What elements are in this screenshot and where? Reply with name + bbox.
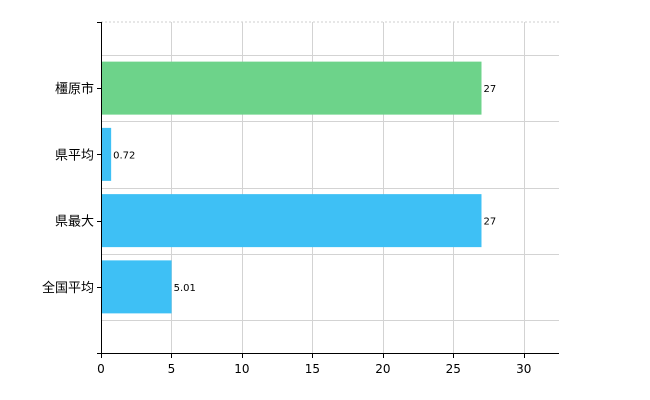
x-tick-label: 25	[446, 362, 461, 376]
x-tick-label: 15	[305, 362, 320, 376]
category-label: 橿原市	[55, 81, 94, 97]
category-label: 県平均	[55, 148, 94, 163]
bars	[101, 61, 482, 314]
x-tick-label: 0	[97, 362, 105, 376]
bar	[101, 194, 482, 248]
x-tick-label: 30	[516, 362, 531, 376]
x-tick-label: 5	[168, 362, 176, 376]
data-label: 27	[483, 84, 496, 95]
axes	[97, 22, 559, 358]
bar	[101, 260, 172, 314]
x-tick-label: 10	[234, 362, 249, 376]
data-label: 0.72	[113, 150, 135, 161]
category-label: 全国平均	[42, 280, 94, 296]
labels: 27 橿原市 0.72 県平均 27 県最大 5.01 全国平均 0 5 10 15 20 25 30	[42, 81, 531, 376]
x-tick-label: 20	[375, 362, 390, 376]
data-label: 5.01	[174, 283, 196, 294]
bar	[101, 61, 482, 115]
bar	[101, 127, 112, 181]
data-label: 27	[483, 217, 496, 228]
category-label: 県最大	[55, 215, 94, 230]
